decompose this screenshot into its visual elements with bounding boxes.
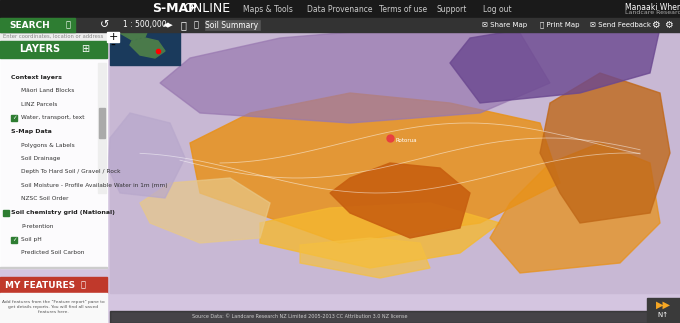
Polygon shape bbox=[190, 93, 560, 243]
Polygon shape bbox=[130, 38, 165, 58]
Text: ⊞: ⊞ bbox=[81, 45, 89, 55]
Bar bbox=[0, 293, 107, 323]
Bar bbox=[0, 267, 107, 268]
Text: Soil chemistry grid (National): Soil chemistry grid (National) bbox=[11, 210, 115, 215]
Bar bbox=[11, 182, 17, 189]
Text: Maps & Tools: Maps & Tools bbox=[243, 5, 293, 14]
Text: Terms of use: Terms of use bbox=[379, 5, 427, 14]
Text: ✉ Send Feedback: ✉ Send Feedback bbox=[590, 22, 651, 28]
Text: ◀▶: ◀▶ bbox=[163, 22, 173, 28]
Bar bbox=[647, 298, 680, 323]
Polygon shape bbox=[540, 73, 670, 223]
Text: ↺: ↺ bbox=[101, 20, 109, 30]
Text: LAYERS: LAYERS bbox=[20, 45, 61, 55]
Text: 🖨 Print Map: 🖨 Print Map bbox=[540, 22, 580, 28]
Bar bbox=[0, 18, 75, 32]
Bar bbox=[205, 20, 260, 30]
Text: S-Map Data: S-Map Data bbox=[11, 129, 52, 134]
Bar bbox=[0, 32, 107, 268]
Bar bbox=[11, 155, 17, 162]
Bar bbox=[110, 28, 180, 65]
Polygon shape bbox=[108, 113, 185, 198]
Bar bbox=[11, 236, 17, 243]
Bar bbox=[11, 101, 17, 108]
Bar bbox=[3, 210, 9, 215]
Bar bbox=[11, 250, 17, 256]
Bar bbox=[0, 277, 107, 293]
Polygon shape bbox=[160, 28, 550, 123]
Bar bbox=[11, 169, 17, 175]
Polygon shape bbox=[450, 23, 660, 103]
Bar bbox=[11, 223, 17, 229]
Text: ✉ Share Map: ✉ Share Map bbox=[482, 22, 528, 28]
Text: ✓: ✓ bbox=[12, 237, 16, 242]
Text: Depth To Hard Soil / Gravel / Rock: Depth To Hard Soil / Gravel / Rock bbox=[21, 170, 120, 174]
Text: 1 : 500,000: 1 : 500,000 bbox=[123, 20, 167, 29]
Text: -: - bbox=[111, 39, 116, 53]
Text: Water, transport, text: Water, transport, text bbox=[21, 116, 84, 120]
Text: Log out: Log out bbox=[483, 5, 511, 14]
Text: Manaaki Whenua: Manaaki Whenua bbox=[625, 3, 680, 12]
Bar bbox=[0, 32, 107, 41]
Bar bbox=[107, 32, 119, 42]
Text: Soil Moisture - Profile Available Water in 1m (mm): Soil Moisture - Profile Available Water … bbox=[21, 183, 168, 188]
Bar bbox=[110, 28, 680, 293]
Text: Soil Summary: Soil Summary bbox=[205, 20, 258, 29]
Polygon shape bbox=[260, 203, 500, 268]
Bar bbox=[0, 0, 680, 18]
Text: NZSC Soil Order: NZSC Soil Order bbox=[21, 196, 69, 202]
Text: 🔍: 🔍 bbox=[65, 20, 71, 29]
Bar bbox=[3, 129, 9, 134]
Bar bbox=[11, 88, 17, 94]
Text: ⚙: ⚙ bbox=[651, 20, 660, 30]
Polygon shape bbox=[490, 143, 660, 273]
Text: Context layers: Context layers bbox=[11, 75, 62, 80]
Bar bbox=[0, 41, 107, 58]
Text: LINZ Parcels: LINZ Parcels bbox=[21, 102, 57, 107]
Bar bbox=[11, 196, 17, 202]
Text: MY FEATURES: MY FEATURES bbox=[5, 280, 75, 289]
Bar bbox=[3, 75, 9, 80]
Text: Soil Drainage: Soil Drainage bbox=[21, 156, 61, 161]
Polygon shape bbox=[300, 238, 430, 278]
Text: SEARCH: SEARCH bbox=[10, 20, 50, 29]
Text: Predicted Soil Carbon: Predicted Soil Carbon bbox=[21, 251, 84, 255]
Text: Enter coordinates, location or address: Enter coordinates, location or address bbox=[3, 34, 103, 39]
Text: ONLINE: ONLINE bbox=[184, 3, 231, 16]
Text: Data Provenance: Data Provenance bbox=[307, 5, 373, 14]
Bar bbox=[0, 18, 680, 32]
Bar bbox=[110, 311, 680, 323]
Polygon shape bbox=[330, 163, 470, 238]
Text: S-MAP: S-MAP bbox=[152, 3, 198, 16]
Text: Rotorua: Rotorua bbox=[395, 138, 417, 142]
Text: Source Data: © Landcare Research NZ Limited 2005-2013 CC Attribution 3.0 NZ lice: Source Data: © Landcare Research NZ Limi… bbox=[192, 315, 408, 319]
Text: ▶▶: ▶▶ bbox=[656, 300, 670, 310]
Polygon shape bbox=[120, 25, 148, 40]
Text: Add features from the "Feature report" pane to get details reports. You will fin: Add features from the "Feature report" p… bbox=[1, 300, 104, 314]
Bar bbox=[99, 108, 105, 138]
Text: Māori Land Blocks: Māori Land Blocks bbox=[21, 89, 74, 93]
Text: N↑: N↑ bbox=[658, 312, 668, 318]
Text: ⛶: ⛶ bbox=[180, 20, 186, 30]
Text: ⚙: ⚙ bbox=[664, 20, 673, 30]
Text: ✓: ✓ bbox=[12, 116, 16, 120]
Text: +: + bbox=[108, 32, 118, 42]
Text: 🌐: 🌐 bbox=[194, 20, 199, 29]
Text: P-retention: P-retention bbox=[21, 224, 53, 228]
Text: Landcare Research: Landcare Research bbox=[625, 9, 680, 15]
Bar bbox=[11, 142, 17, 148]
Text: Polygons & Labels: Polygons & Labels bbox=[21, 142, 75, 148]
Bar bbox=[3, 210, 9, 215]
Polygon shape bbox=[140, 178, 270, 243]
Text: 👤: 👤 bbox=[80, 280, 86, 289]
Bar bbox=[11, 115, 17, 121]
Text: Soil pH: Soil pH bbox=[21, 237, 41, 242]
Bar bbox=[98, 63, 106, 193]
Text: Support: Support bbox=[437, 5, 467, 14]
